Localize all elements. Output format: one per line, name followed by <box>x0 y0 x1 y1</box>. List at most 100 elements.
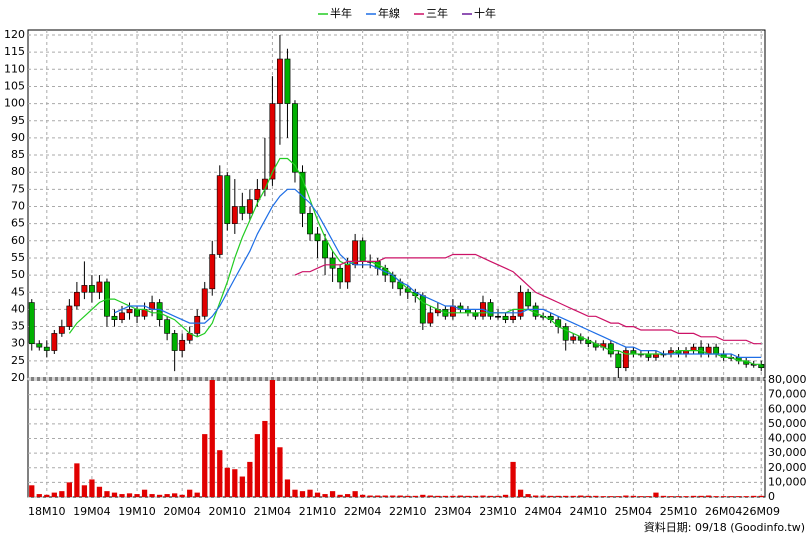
volume-bar <box>187 489 193 497</box>
x-tick-label: 22M10 <box>389 505 427 518</box>
candle-body <box>322 240 328 259</box>
y-tick-label: 35 <box>11 320 25 333</box>
volume-bar <box>721 496 727 497</box>
candle-body <box>179 339 186 351</box>
volume-bar <box>532 495 539 497</box>
x-tick-label: 24M04 <box>524 505 562 518</box>
volume-bar <box>44 494 50 497</box>
volume-bar <box>322 494 328 497</box>
volume-bar <box>224 467 230 497</box>
y-tick-label: 115 <box>4 45 25 58</box>
candle-body <box>314 233 321 242</box>
volume-bar <box>202 434 208 497</box>
volume-bar <box>593 495 599 497</box>
legend-label: 年線 <box>378 6 400 20</box>
candle-body <box>156 302 163 320</box>
volume-bar <box>66 482 72 497</box>
y-tick-label: 30 <box>11 337 25 350</box>
candle-body <box>758 363 765 369</box>
candle-body <box>292 103 298 173</box>
legend-label: 半年 <box>330 6 352 20</box>
x-tick-label: 20M10 <box>209 505 247 518</box>
volume-bar <box>367 495 373 497</box>
volume-bar <box>420 494 426 497</box>
volume-bar <box>623 495 629 497</box>
candle-body <box>502 315 509 320</box>
y-tick-label: 85 <box>11 148 25 161</box>
volume-bar <box>96 486 103 497</box>
volume-bar <box>487 495 494 497</box>
volume-bar <box>585 495 591 497</box>
volume-bar <box>660 495 667 497</box>
candle-body <box>231 206 238 224</box>
volume-bar <box>480 495 486 497</box>
volume-bar <box>156 494 163 497</box>
candle-body <box>359 240 366 262</box>
volume-bar <box>89 479 95 497</box>
x-tick-label: 24M10 <box>570 505 608 518</box>
y2-tick-label: 60,000 <box>768 402 807 415</box>
volume-bar <box>329 491 336 497</box>
y-tick-label: 20 <box>11 371 25 384</box>
candle-body <box>88 285 95 293</box>
volume-bar <box>563 495 569 497</box>
candle-body <box>111 315 118 320</box>
y-tick-label: 105 <box>4 79 25 92</box>
candle-body <box>66 305 73 327</box>
candle-body <box>713 346 720 355</box>
candle-body <box>126 309 133 314</box>
volume-bar <box>608 496 614 497</box>
volume-bar <box>149 494 155 497</box>
y-tick-label: 55 <box>11 251 25 264</box>
volume-bar <box>232 469 238 497</box>
source-note: 資料日期: 09/18 (Goodinfo.tw) <box>644 520 805 534</box>
candle-body <box>525 291 532 307</box>
y-tick-label: 110 <box>4 62 25 75</box>
volume-bar <box>277 447 283 497</box>
candle-body <box>517 291 524 317</box>
volume-bar <box>675 496 682 497</box>
y-tick-label: 100 <box>4 97 25 110</box>
candle-body <box>209 254 216 290</box>
candle-body <box>224 175 231 224</box>
volume-bar <box>442 495 449 497</box>
y-tick-label: 50 <box>11 268 25 281</box>
candle-body <box>164 319 171 334</box>
volume-bar <box>375 495 381 497</box>
candle-body <box>28 302 35 345</box>
volume-bar <box>600 496 606 497</box>
volume-bar <box>683 496 689 497</box>
ma-line <box>68 157 762 365</box>
candle-body <box>43 346 50 351</box>
volume-bar <box>307 489 313 497</box>
y2-tick-label: 20,000 <box>768 461 807 474</box>
volume-bar <box>713 496 719 497</box>
ma-line <box>294 253 762 345</box>
volume-bar <box>172 493 178 497</box>
y2-tick-label: 70,000 <box>768 388 807 401</box>
x-tick-label: 25M04 <box>615 505 653 518</box>
volume-bar <box>390 495 396 497</box>
candle-body <box>337 267 344 283</box>
y-tick-label: 80 <box>11 165 25 178</box>
volume-bar <box>36 494 42 497</box>
volume-bar <box>758 495 764 497</box>
volume-bar <box>427 495 433 497</box>
volume-bar <box>179 494 185 497</box>
y2-tick-label: 40,000 <box>768 432 807 445</box>
volume-bar <box>262 420 268 497</box>
volume-bar <box>194 492 200 497</box>
volume-bar <box>630 495 637 497</box>
y-tick-label: 25 <box>11 354 25 367</box>
candle-body <box>284 58 291 104</box>
volume-bar <box>525 494 531 497</box>
volume-bar <box>126 493 133 497</box>
volume-bar <box>209 380 215 497</box>
volume-bar <box>495 495 501 497</box>
ma-line <box>114 188 762 358</box>
volume-bar <box>517 489 524 497</box>
x-tick-label: 26M09 <box>742 505 780 518</box>
volume-bar <box>164 494 170 497</box>
volume-bar <box>510 461 516 497</box>
y-tick-label: 95 <box>11 114 25 127</box>
